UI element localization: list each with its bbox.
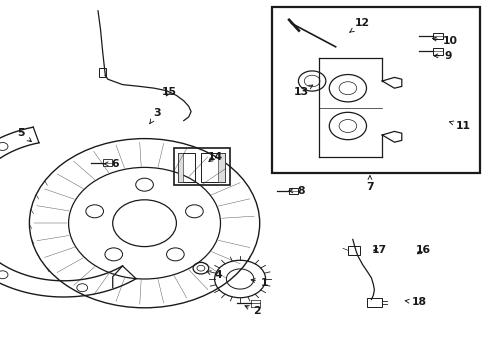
Bar: [433, 33, 443, 39]
Bar: [178, 153, 195, 182]
Bar: [103, 159, 112, 166]
Text: 12: 12: [350, 18, 370, 32]
Bar: [99, 68, 106, 77]
Text: 14: 14: [208, 152, 223, 162]
Bar: [289, 188, 298, 194]
Text: 9: 9: [434, 51, 452, 61]
Text: 2: 2: [245, 306, 261, 316]
Text: 1: 1: [251, 278, 269, 288]
Text: 7: 7: [366, 176, 374, 192]
Bar: [367, 298, 382, 307]
Text: 13: 13: [294, 85, 313, 97]
Text: 15: 15: [162, 87, 176, 97]
Text: 16: 16: [416, 245, 431, 255]
Text: 4: 4: [207, 270, 222, 280]
Text: 10: 10: [433, 36, 458, 46]
Bar: [433, 48, 443, 55]
Text: 17: 17: [372, 245, 387, 255]
Text: 8: 8: [289, 186, 305, 196]
Text: 3: 3: [150, 108, 161, 123]
Text: 5: 5: [17, 128, 31, 141]
Bar: [272, 7, 480, 173]
Bar: [201, 153, 225, 182]
Text: 11: 11: [449, 121, 470, 131]
Bar: [218, 153, 225, 182]
Bar: [174, 148, 230, 185]
Bar: [348, 246, 360, 255]
Bar: [178, 153, 183, 182]
Text: 18: 18: [405, 297, 426, 307]
Text: 6: 6: [104, 159, 119, 169]
